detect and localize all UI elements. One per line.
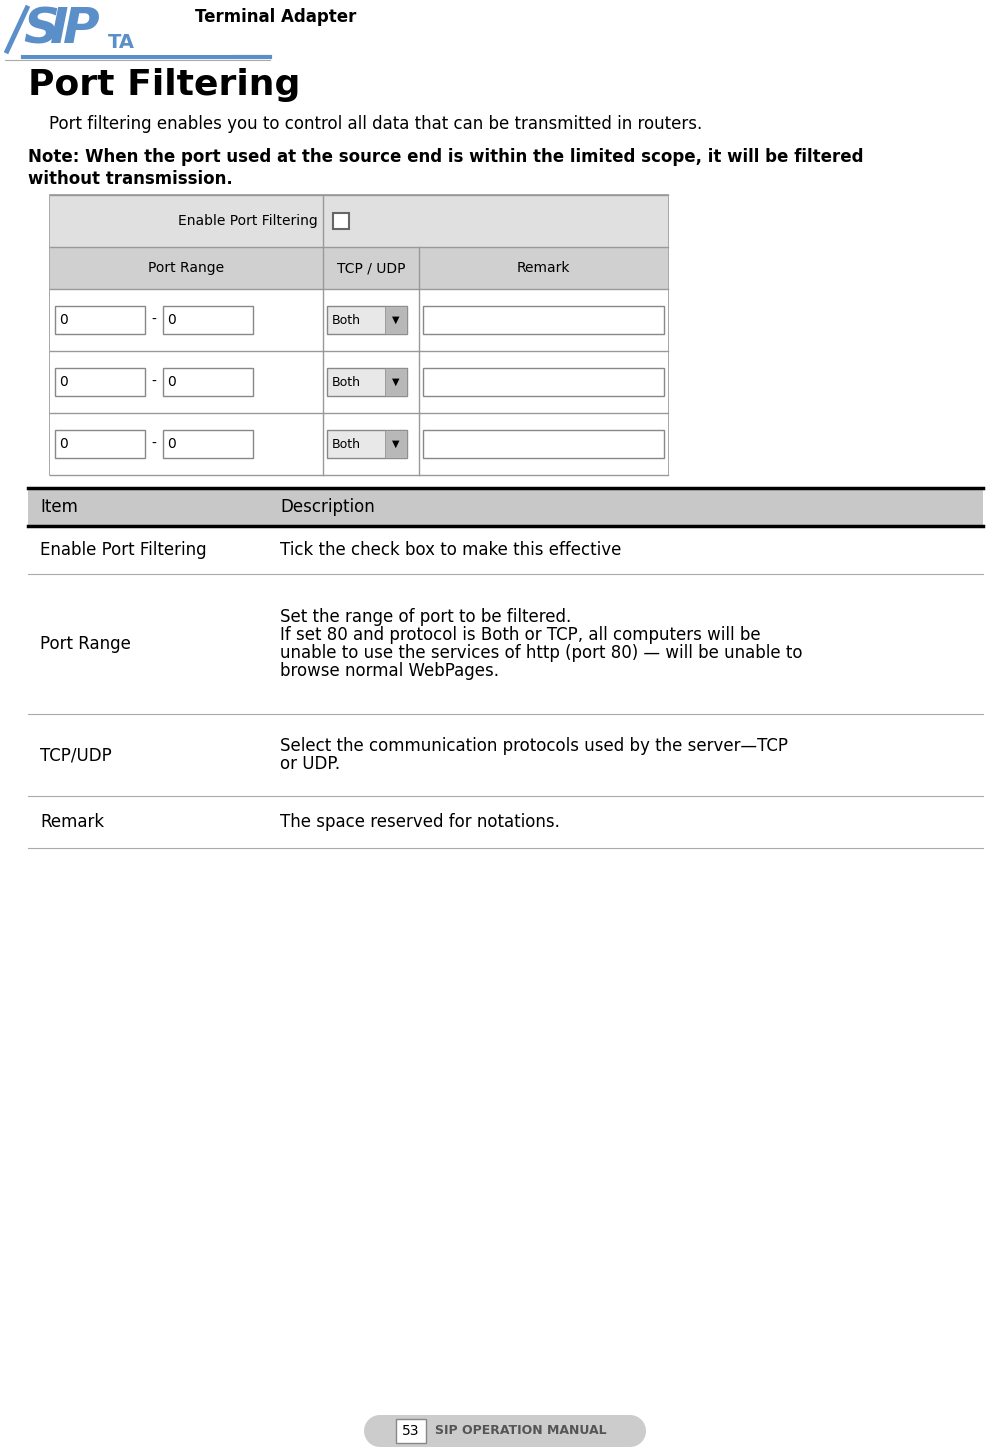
Bar [333,213,349,229]
Bar [55,368,145,396]
Text: Note: When the port used at the source end is within the limited scope, it will : Note: When the port used at the source e… [28,148,863,165]
Text: ▼: ▼ [392,439,400,450]
Text: or UDP.: or UDP. [280,755,340,773]
Bar [55,431,145,458]
Text: TCP / UDP: TCP / UDP [337,261,405,276]
Bar [327,368,407,396]
Text: S: S [23,4,59,54]
Text: Enable Port Filtering: Enable Port Filtering [40,541,207,560]
Text: Select the communication protocols used by the server—TCP: Select the communication protocols used … [280,737,788,755]
Text: 0: 0 [167,313,176,328]
Bar [385,431,407,458]
Bar [327,306,407,334]
Text: 0: 0 [59,376,67,389]
Bar [28,796,983,848]
Text: unable to use the services of http (port 80) — will be unable to: unable to use the services of http (port… [280,644,803,663]
Text: 53: 53 [402,1424,420,1438]
Text: -: - [151,313,156,328]
Text: Tick the check box to make this effective: Tick the check box to make this effectiv… [280,541,621,560]
Bar [50,194,668,476]
Bar [50,194,668,246]
Text: Port Filtering: Port Filtering [28,68,300,102]
Text: Port Range: Port Range [149,261,224,276]
Text: 0: 0 [167,436,176,451]
Text: Port Range: Port Range [40,635,131,652]
Text: Remark: Remark [40,813,105,831]
Text: -: - [151,436,156,451]
Bar [163,306,253,334]
Bar [50,351,668,413]
Ellipse shape [614,1415,646,1447]
Text: Port filtering enables you to control all data that can be transmitted in router: Port filtering enables you to control al… [28,115,702,133]
Bar [423,306,664,334]
Bar [423,368,664,396]
Bar [396,1420,426,1443]
Bar [28,713,983,796]
Text: Both: Both [332,313,361,326]
Text: TA: TA [108,33,135,52]
Text: Set the range of port to be filtered.: Set the range of port to be filtered. [280,608,571,626]
Bar [385,306,407,334]
Text: Terminal Adapter: Terminal Adapter [195,9,357,26]
Bar [380,1415,630,1447]
Bar [55,306,145,334]
Text: browse normal WebPages.: browse normal WebPages. [280,663,499,680]
Text: 0: 0 [59,313,67,328]
Text: TCP/UDP: TCP/UDP [40,745,112,764]
Text: 0: 0 [167,376,176,389]
Bar [423,431,664,458]
Text: If set 80 and protocol is Both or TCP, all computers will be: If set 80 and protocol is Both or TCP, a… [280,626,761,644]
Text: Enable Port Filtering: Enable Port Filtering [178,215,318,228]
Text: Both: Both [332,376,361,389]
Bar [50,289,668,351]
Text: Remark: Remark [517,261,570,276]
Bar [28,574,983,713]
Bar [50,413,668,476]
Text: -: - [151,376,156,389]
Text: Description: Description [280,497,375,516]
Bar [50,247,668,289]
Bar [28,489,983,526]
Bar [28,526,983,574]
Ellipse shape [364,1415,396,1447]
Text: SIP OPERATION MANUAL: SIP OPERATION MANUAL [435,1424,607,1437]
Text: P: P [63,4,99,54]
Text: Both: Both [332,438,361,451]
Text: ▼: ▼ [392,315,400,325]
Bar [327,431,407,458]
Text: ▼: ▼ [392,377,400,387]
Bar [385,368,407,396]
Text: Item: Item [40,497,77,516]
Text: 0: 0 [59,436,67,451]
Text: I: I [50,4,68,54]
Bar [163,431,253,458]
Bar [163,368,253,396]
Text: without transmission.: without transmission. [28,170,233,188]
Text: The space reserved for notations.: The space reserved for notations. [280,813,560,831]
